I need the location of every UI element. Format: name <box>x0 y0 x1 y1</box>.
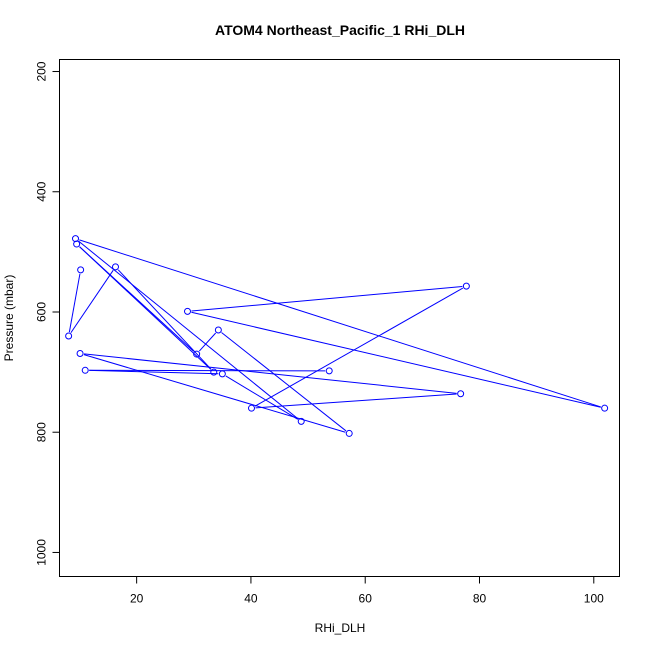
x-axis: 20 40 60 80 100 <box>130 576 604 606</box>
series-segment <box>89 369 326 372</box>
data-point <box>457 390 465 398</box>
series-segment <box>83 353 457 394</box>
y-tick-label: 400 <box>35 181 49 201</box>
data-point <box>214 326 222 334</box>
series-segment <box>79 246 195 352</box>
data-point <box>297 417 305 425</box>
data-point <box>210 368 218 376</box>
data-point <box>184 307 191 315</box>
series-segment <box>89 369 219 375</box>
series-segment <box>68 273 81 333</box>
series-segment <box>198 332 217 352</box>
x-axis-label: RHi_DLH <box>315 621 366 635</box>
x-tick-label: 40 <box>244 592 258 606</box>
data-point <box>218 370 226 378</box>
data-point <box>345 429 353 437</box>
series-segment <box>255 393 457 409</box>
data-point <box>112 263 119 271</box>
series-segment <box>70 269 114 334</box>
data-point <box>65 332 73 340</box>
series-segment <box>254 287 464 407</box>
series-segment <box>83 354 346 433</box>
y-tick-label: 800 <box>35 422 49 442</box>
x-tick-label: 20 <box>130 592 144 606</box>
data-point <box>325 367 333 375</box>
data-point <box>81 366 89 374</box>
series-segment <box>221 332 347 432</box>
x-tick-label: 60 <box>359 592 373 606</box>
plot-frame <box>59 59 620 577</box>
data-point <box>76 349 84 357</box>
series-segment <box>191 286 463 312</box>
data-point <box>462 282 470 290</box>
series-layer <box>65 235 609 437</box>
y-tick-label: 600 <box>35 302 49 322</box>
x-tick-label: 80 <box>473 592 487 606</box>
x-tick-label: 100 <box>584 592 604 606</box>
y-tick-label: 200 <box>35 61 49 81</box>
data-point <box>601 404 609 412</box>
data-point <box>77 266 85 274</box>
data-point <box>193 350 201 358</box>
y-axis-label: Pressure (mbar) <box>2 275 16 362</box>
data-point <box>248 404 255 412</box>
series-segment <box>191 311 601 408</box>
series-segment <box>225 375 299 420</box>
chart-title: ATOM4 Northeast_Pacific_1 RHi_DLH <box>215 22 465 38</box>
series-segment <box>79 239 601 408</box>
series-segment <box>78 240 299 420</box>
y-tick-label: 1000 <box>35 539 49 566</box>
y-axis: 200 400 600 800 1000 <box>35 61 60 566</box>
data-point <box>72 235 79 243</box>
